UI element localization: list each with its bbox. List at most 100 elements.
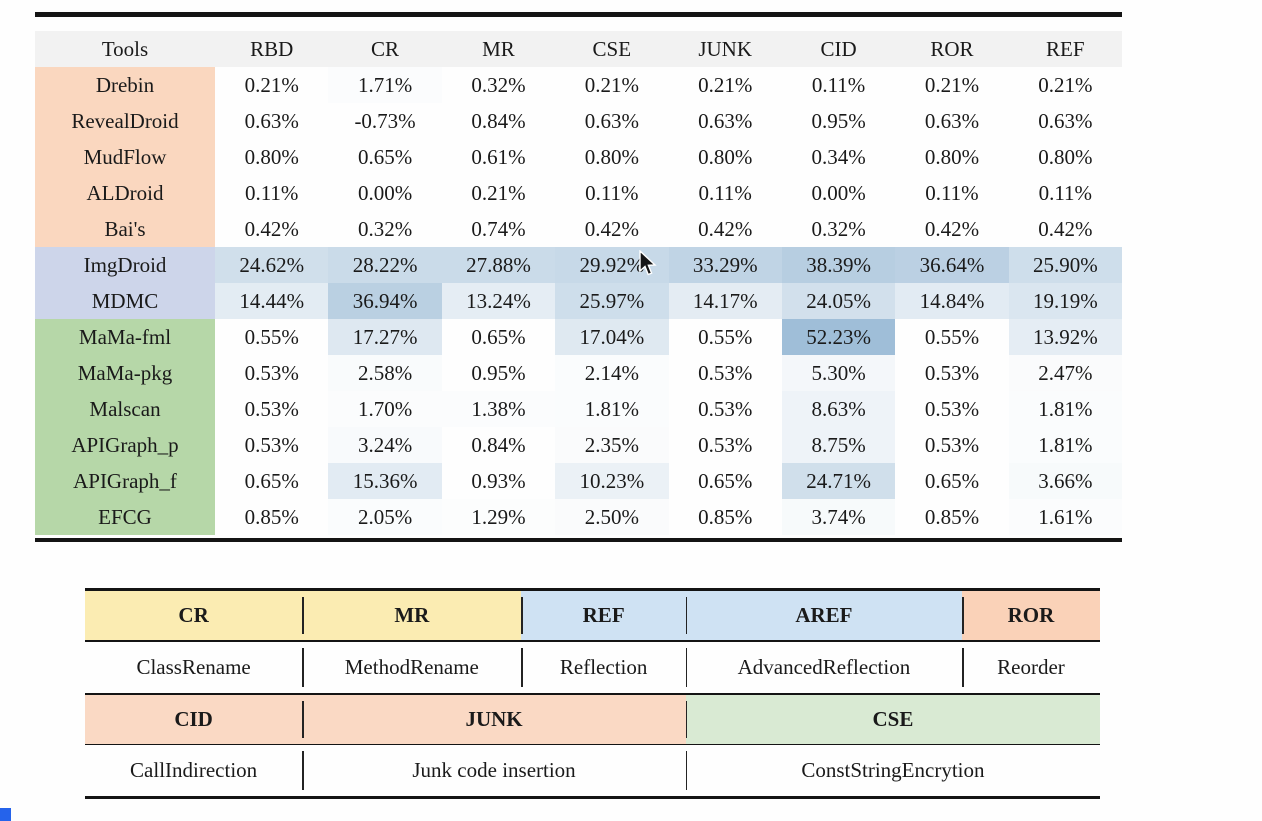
- value-cell: 0.63%: [584, 108, 639, 133]
- value-cell: 28.22%: [328, 247, 442, 283]
- value-cell: 0.53%: [924, 360, 980, 385]
- value-cell: 0.11%: [811, 72, 866, 97]
- tool-name-cell: APIGraph_p: [35, 427, 215, 463]
- tool-name-cell: ALDroid: [35, 175, 215, 211]
- table-row-mama-pkg: MaMa-pkg 0.53% 2.58% 0.95% 2.14% 0.53% 5.30% 0.…: [35, 355, 1122, 391]
- value-cell: 0.42%: [1038, 216, 1093, 241]
- legend-key-mr: MR: [302, 591, 522, 640]
- value-cell: 1.38%: [471, 396, 526, 421]
- value-cell: 2.50%: [555, 499, 668, 535]
- corner-blue-mark: [0, 808, 11, 821]
- legend-definition-aref: AdvancedReflection: [685, 642, 962, 693]
- tool-name-cell: EFCG: [35, 499, 215, 535]
- value-cell: 1.71%: [357, 72, 413, 97]
- value-cell: 0.84%: [471, 432, 526, 457]
- value-cell: 0.42%: [584, 216, 639, 241]
- value-cell: 14.17%: [668, 283, 782, 319]
- value-cell: 27.88%: [441, 247, 556, 283]
- value-cell: 15.36%: [328, 463, 442, 499]
- tool-name-cell: MaMa-fml: [35, 319, 215, 355]
- value-cell: 1.61%: [1038, 504, 1093, 529]
- value-cell: 0.53%: [244, 432, 299, 457]
- results-table-head: Tools RBD CR MR CSE JUNK CID ROR REF: [35, 31, 1122, 67]
- tool-name-cell: MudFlow: [35, 139, 215, 175]
- table-row-efcg: EFCG 0.85% 2.05% 1.29% 2.50% 0.85% 3.74% 0.85% 1…: [35, 499, 1122, 535]
- value-cell: 0.61%: [471, 144, 526, 169]
- value-cell: 52.23%: [781, 319, 896, 355]
- value-cell: 38.39%: [781, 247, 896, 283]
- legend: CR MR REF AREF ROR ClassRename MethodRename Ref…: [85, 588, 1100, 799]
- legend-key-cid: CID: [85, 694, 303, 744]
- value-cell: 2.58%: [328, 355, 441, 391]
- value-cell: 1.81%: [1038, 396, 1093, 421]
- legend-definition-junk: Junk code insertion: [302, 745, 686, 796]
- value-cell: 0.80%: [244, 144, 299, 169]
- value-cell: 0.80%: [1038, 144, 1093, 169]
- value-cell: 0.21%: [1038, 72, 1093, 97]
- value-cell: 0.65%: [357, 144, 413, 169]
- value-cell: 5.30%: [781, 355, 896, 391]
- value-cell: 2.05%: [357, 504, 413, 529]
- value-cell: 0.65%: [698, 468, 753, 493]
- value-cell: 0.53%: [924, 396, 980, 421]
- legend-rule: [85, 588, 1100, 591]
- value-cell: 0.85%: [698, 504, 753, 529]
- value-cell: 14.84%: [895, 283, 1009, 319]
- table-row-mama-fml: MaMa-fml 0.55% 17.27% 0.65% 17.04% 0.55% 52.23…: [35, 319, 1122, 355]
- table-row-bai-s: Bai's 0.42% 0.32% 0.74% 0.42% 0.42% 0.32% 0.42%…: [35, 211, 1122, 247]
- value-cell: 0.42%: [924, 216, 980, 241]
- tool-name-cell: RevealDroid: [35, 103, 215, 139]
- legend-rule: [85, 796, 1100, 799]
- value-cell: 29.92%: [555, 247, 669, 283]
- legend-definition-ref: Reflection: [521, 642, 685, 693]
- value-cell: 19.19%: [1008, 283, 1122, 319]
- tool-name-cell: MaMa-pkg: [35, 355, 215, 391]
- table-row-revealdroid: RevealDroid 0.63% -0.73% 0.84% 0.63% 0.63% 0.9…: [35, 103, 1122, 139]
- value-cell: 36.94%: [328, 283, 442, 319]
- value-cell: 0.11%: [585, 180, 639, 205]
- value-cell: 1.70%: [357, 396, 413, 421]
- value-cell: 0.85%: [924, 504, 980, 529]
- legend-definition-cse: ConstStringEncrytion: [685, 745, 1100, 796]
- value-cell: 0.32%: [811, 216, 866, 241]
- column-header-junk: JUNK: [668, 31, 782, 67]
- value-cell: 0.84%: [471, 108, 526, 133]
- value-cell: 0.95%: [811, 108, 866, 133]
- value-cell: 0.63%: [244, 108, 299, 133]
- legend-definition-cid: CallIndirection: [130, 758, 258, 782]
- column-header-cid: CID: [781, 31, 896, 67]
- value-cell: 2.47%: [1009, 355, 1122, 391]
- value-cell: 0.65%: [924, 468, 980, 493]
- table-bottom-rule: [35, 538, 1122, 542]
- value-cell: 0.21%: [924, 72, 980, 97]
- legend-rule: [85, 743, 1100, 745]
- value-cell: 3.74%: [782, 499, 895, 535]
- value-cell: 0.93%: [471, 468, 526, 493]
- value-cell: 0.53%: [698, 432, 753, 457]
- value-cell: 3.24%: [328, 427, 441, 463]
- value-cell: 24.71%: [781, 463, 896, 499]
- value-cell: 24.05%: [781, 283, 896, 319]
- value-cell: 8.75%: [781, 427, 896, 463]
- value-cell: 36.64%: [895, 247, 1009, 283]
- table-row-apigraph-f: APIGraph_f 0.65% 15.36% 0.93% 10.23% 0.65% 24.…: [35, 463, 1122, 499]
- value-cell: 0.85%: [244, 504, 299, 529]
- results-table-body: Drebin 0.21% 1.71% 0.32% 0.21% 0.21% 0.11% 0.21…: [35, 67, 1122, 535]
- value-cell: 0.53%: [924, 432, 980, 457]
- column-header-ror: ROR: [895, 31, 1009, 67]
- value-cell: 3.66%: [1009, 463, 1122, 499]
- value-cell: 0.21%: [698, 72, 753, 97]
- value-cell: 2.35%: [555, 427, 668, 463]
- column-header-cr: CR: [328, 31, 442, 67]
- value-cell: 1.81%: [584, 396, 639, 421]
- value-cell: 0.55%: [924, 324, 980, 349]
- legend-header-row: CID JUNK CSE: [85, 694, 1100, 744]
- value-cell: 17.27%: [328, 319, 442, 355]
- table-row-drebin: Drebin 0.21% 1.71% 0.32% 0.21% 0.21% 0.11% 0.21…: [35, 67, 1122, 103]
- column-header-rbd: RBD: [215, 31, 329, 67]
- results-table: Tools RBD CR MR CSE JUNK CID ROR REF Drebin 0.21%…: [35, 31, 1122, 535]
- value-cell: 0.00%: [811, 180, 866, 205]
- value-cell: 1.29%: [471, 504, 526, 529]
- legend-key-cr: CR: [85, 591, 303, 640]
- value-cell: 0.42%: [698, 216, 753, 241]
